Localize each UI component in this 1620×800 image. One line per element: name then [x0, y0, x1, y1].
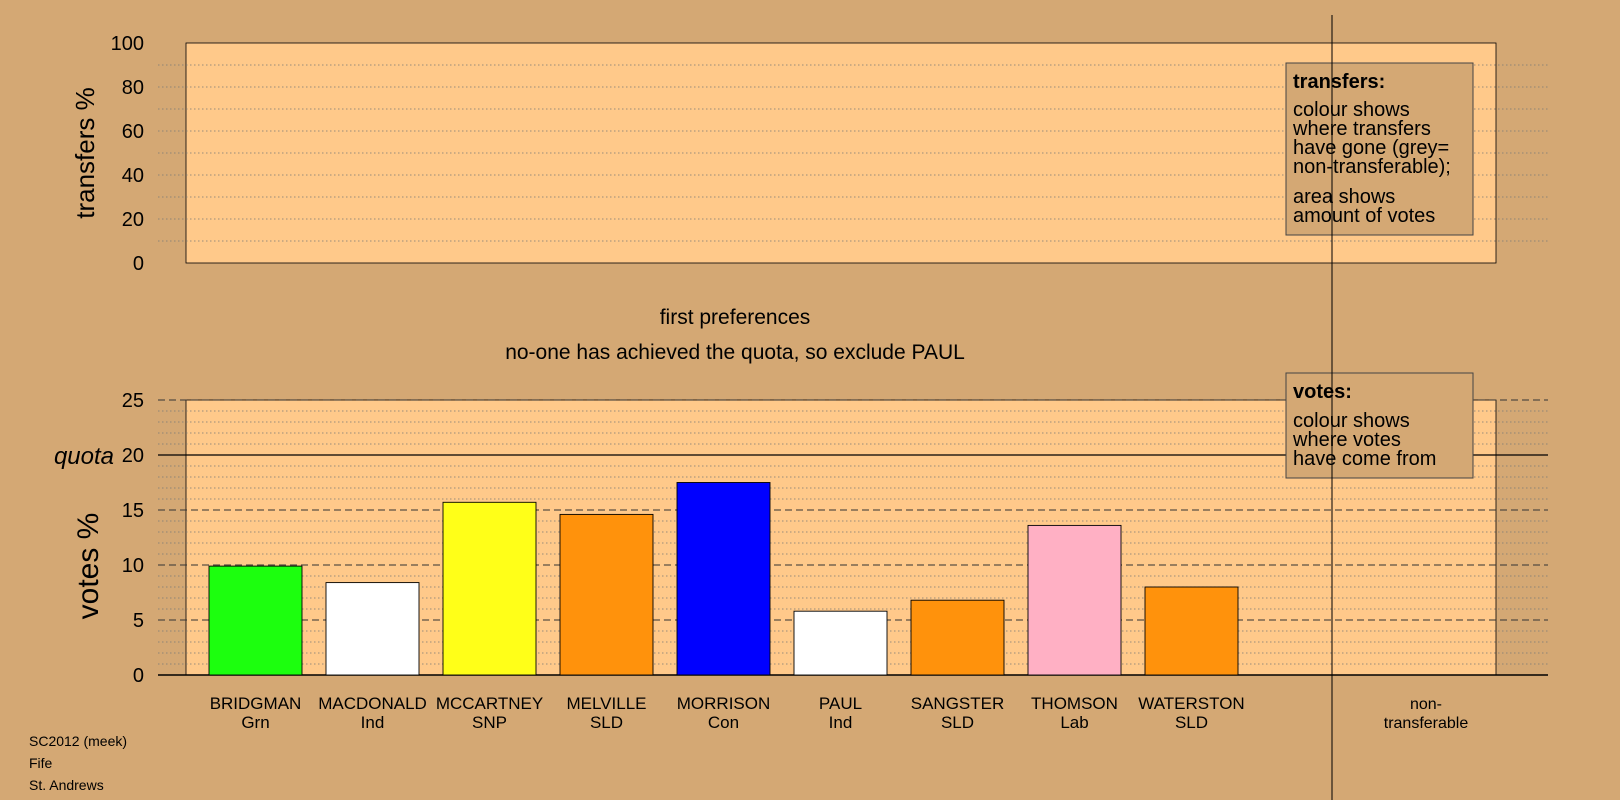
transfers-legend-line: non-transferable); — [1293, 156, 1451, 178]
candidate-bar — [208, 565, 303, 676]
nontransferable-label-line2: transferable — [1384, 715, 1469, 732]
stage-note: no-one has achieved the quota, so exclud… — [505, 341, 965, 364]
candidate-bar — [676, 482, 771, 676]
transfers-legend-line: area shows — [1293, 186, 1395, 208]
candidate-party: SLD — [941, 713, 974, 732]
votes-axis-label: votes % — [72, 513, 105, 620]
votes-tick-label: 10 — [122, 555, 144, 577]
votes-legend-line: where votes — [1292, 429, 1401, 451]
candidate-bar — [442, 501, 537, 676]
transfers-tick-label: 20 — [122, 209, 144, 231]
quota-label: quota — [54, 443, 114, 470]
candidate-party: Con — [708, 713, 739, 732]
candidate-name: BRIDGMAN — [210, 694, 302, 713]
stage-title: first preferences — [660, 306, 811, 329]
candidate-bar — [559, 513, 654, 676]
transfers-legend-box — [1285, 62, 1474, 236]
candidate-party: SLD — [590, 713, 623, 732]
candidate-name: THOMSON — [1031, 694, 1118, 713]
transfers-tick-label: 60 — [122, 121, 144, 143]
candidate-party: Ind — [829, 713, 853, 732]
votes-tick-label: 5 — [133, 610, 144, 632]
votes-legend-box — [1285, 372, 1474, 479]
votes-legend-line: have come from — [1293, 448, 1436, 470]
transfers-legend-title: transfers: — [1293, 71, 1385, 93]
transfers-axis-label: transfers % — [70, 87, 100, 219]
transfers-plot-area — [185, 42, 1497, 264]
ward-label: St. Andrews — [29, 777, 104, 793]
candidate-name: MACDONALD — [318, 694, 427, 713]
nontransferable-label-line1: non- — [1410, 696, 1442, 713]
transfers-tick-label: 100 — [111, 33, 144, 55]
votes-tick-label: 20 — [122, 445, 144, 467]
candidate-party: SNP — [472, 713, 507, 732]
candidate-party: Grn — [241, 713, 269, 732]
votes-legend-title: votes: — [1293, 381, 1352, 403]
candidate-name: PAUL — [819, 694, 862, 713]
candidate-party: Lab — [1060, 713, 1088, 732]
candidate-party: SLD — [1175, 713, 1208, 732]
candidate-party: Ind — [361, 713, 385, 732]
votes-tick-label: 0 — [133, 665, 144, 687]
election-info: SC2012 (meek) Fife St. Andrews — [29, 730, 127, 796]
transfers-tick-label: 0 — [133, 253, 144, 275]
candidate-name: WATERSTON — [1138, 694, 1244, 713]
candidate-bar — [1144, 586, 1239, 676]
council-label: Fife — [29, 755, 53, 771]
transfers-legend-line: where transfers — [1292, 118, 1431, 140]
transfers-legend-line: colour shows — [1293, 99, 1410, 121]
votes-tick-label: 15 — [122, 500, 144, 522]
transfers-legend-line: amount of votes — [1293, 205, 1435, 227]
election-label: SC2012 (meek) — [29, 733, 128, 749]
transfers-tick-label: 40 — [122, 165, 144, 187]
votes-tick-label: 25 — [122, 390, 144, 412]
candidate-bar — [793, 610, 888, 676]
candidate-bar — [325, 582, 420, 676]
candidate-bar — [1027, 524, 1122, 676]
transfers-tick-label: 80 — [122, 77, 144, 99]
candidate-name: MORRISON — [677, 694, 771, 713]
candidate-name: MCCARTNEY — [436, 694, 543, 713]
votes-legend-line: colour shows — [1293, 410, 1410, 432]
candidate-bar — [910, 599, 1005, 676]
candidate-name: SANGSTER — [911, 694, 1005, 713]
candidate-name: MELVILLE — [566, 694, 646, 713]
